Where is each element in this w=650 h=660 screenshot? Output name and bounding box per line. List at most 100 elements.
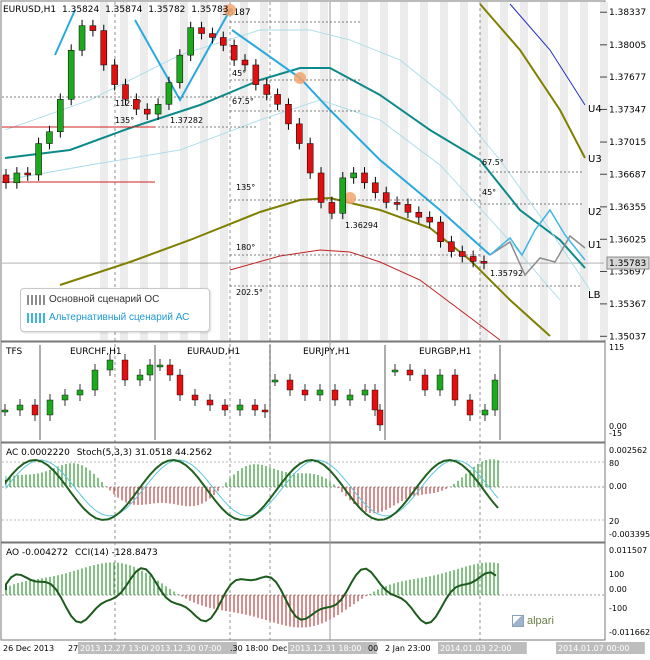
candle-body xyxy=(24,172,31,176)
session-shade xyxy=(100,2,108,340)
trend-segment-mid xyxy=(134,9,231,103)
symbol-ohlc-header: EURUSD,H1 1.35824 1.35874 1.35782 1.3578… xyxy=(3,5,229,15)
tfs-candle-body xyxy=(491,379,499,411)
candle-body xyxy=(100,30,108,66)
session-shade xyxy=(560,2,568,340)
price-tick-label: 1.37347 xyxy=(609,105,646,115)
ohlc-open: 1.35824 xyxy=(62,5,99,15)
band-label-u1: U1 xyxy=(588,240,602,251)
ac-scale-label: 0.002562 xyxy=(609,446,647,455)
session-shade xyxy=(540,2,548,340)
price-tick-label: 1.36355 xyxy=(609,203,646,213)
session-shade xyxy=(580,2,588,340)
tfs-candle-body xyxy=(121,359,129,381)
time-axis-label: 27 xyxy=(68,644,78,653)
ohlc-high: 1.35874 xyxy=(105,5,142,15)
stoch-signal-line xyxy=(5,459,499,517)
tfs-candle-body xyxy=(236,404,244,411)
session-shade xyxy=(460,2,468,340)
tfs-candle-body xyxy=(481,409,489,416)
band-label-u4: U4 xyxy=(588,104,602,115)
time-axis-highlight xyxy=(288,642,377,654)
candle-body xyxy=(122,84,129,100)
alt-scenario-projection xyxy=(489,208,586,261)
upper-band-olive xyxy=(479,3,586,159)
time-axis-highlight xyxy=(148,642,237,654)
candle-body xyxy=(252,64,260,85)
candle-body xyxy=(35,143,42,176)
band-label-u2: U2 xyxy=(588,207,602,218)
session-shade xyxy=(440,2,448,340)
time-axis-label: 00 xyxy=(368,644,378,653)
tfs-pair-euraud: EURAUD,H1 xyxy=(187,347,240,357)
candle-body xyxy=(220,37,227,46)
cci-value: CCI(14) -128.8473 xyxy=(75,548,158,558)
session-shade xyxy=(280,2,288,340)
time-axis-highlight xyxy=(556,642,645,654)
tfs-candle-body xyxy=(156,364,164,368)
session-shade xyxy=(160,2,168,340)
band-label-lb: LB xyxy=(588,290,601,301)
session-shade xyxy=(340,2,348,340)
tfs-candle-body xyxy=(361,389,369,396)
candle-body xyxy=(393,202,401,205)
fib-angle-label: 112.5° xyxy=(115,99,142,108)
time-axis-label: 2013.12.27 13:00 xyxy=(80,644,151,653)
current-price-label: 1.35783 xyxy=(609,259,646,269)
fib-angle-label: 202.5° xyxy=(236,288,263,297)
session-shade xyxy=(480,2,488,340)
tfs-candle-body xyxy=(261,409,269,413)
tfs-candle-body xyxy=(31,404,39,416)
price-tick-label: 1.38005 xyxy=(609,41,646,51)
candle-body xyxy=(317,172,325,203)
ao-panel-frame xyxy=(0,542,606,641)
tfs-candle-body xyxy=(406,369,414,376)
tfs-candle-body xyxy=(91,369,99,391)
candle-body xyxy=(415,212,423,218)
candle-body xyxy=(469,256,477,262)
tfs-candle-body xyxy=(271,379,279,383)
ac-scale-label: 20 xyxy=(609,517,619,526)
stoch-value: Stoch(5,3,3) 31.0518 44.2562 xyxy=(77,448,212,458)
trend-segment-left xyxy=(54,9,76,56)
tfs-candle-body xyxy=(436,374,444,391)
session-shade xyxy=(500,2,508,340)
ohlc-low: 1.35782 xyxy=(148,5,185,15)
candle-body xyxy=(111,64,118,85)
legend-main-scenario: Основной сценарий ОС xyxy=(27,294,159,305)
legend-alt-scenario-label: Альтернативный сценарий АС xyxy=(49,312,190,323)
tfs-candle-body xyxy=(1,409,9,413)
candle-body xyxy=(2,174,10,184)
tfs-candle-body xyxy=(286,379,294,391)
candle-body xyxy=(382,192,390,203)
price-tick-label: 1.38337 xyxy=(609,8,646,18)
tfs-candle-body xyxy=(106,359,114,371)
tfs-candle-body xyxy=(46,399,54,416)
fib-angle-label: 67.5° xyxy=(482,158,504,167)
candle-body xyxy=(285,103,292,125)
tfs-candle-body xyxy=(206,399,214,406)
session-shade xyxy=(300,2,308,340)
tfs-candle-body xyxy=(376,409,384,426)
candle-body xyxy=(361,172,368,184)
swing-high-label: 38187 xyxy=(222,8,251,18)
tfs-candle-body xyxy=(176,374,184,396)
tfs-candle-body xyxy=(346,394,354,401)
tfs-candle-body xyxy=(466,399,474,416)
session-shade xyxy=(260,2,268,340)
candle-body xyxy=(306,143,314,174)
candle-body xyxy=(176,54,184,83)
price-tick-label: 1.35697 xyxy=(609,267,646,277)
ao-scale-label: 0.00 xyxy=(609,585,627,594)
candle-body xyxy=(78,25,86,51)
candle-body xyxy=(350,172,357,179)
session-shade xyxy=(420,2,428,340)
price-tick-label: 1.35037 xyxy=(609,332,646,342)
candle-body xyxy=(339,177,347,214)
tfs-candle-body xyxy=(166,364,174,376)
fib-angle-label: 135° xyxy=(115,116,134,125)
cci-line xyxy=(5,567,497,625)
session-shade xyxy=(200,2,208,340)
candle-body xyxy=(46,131,53,144)
